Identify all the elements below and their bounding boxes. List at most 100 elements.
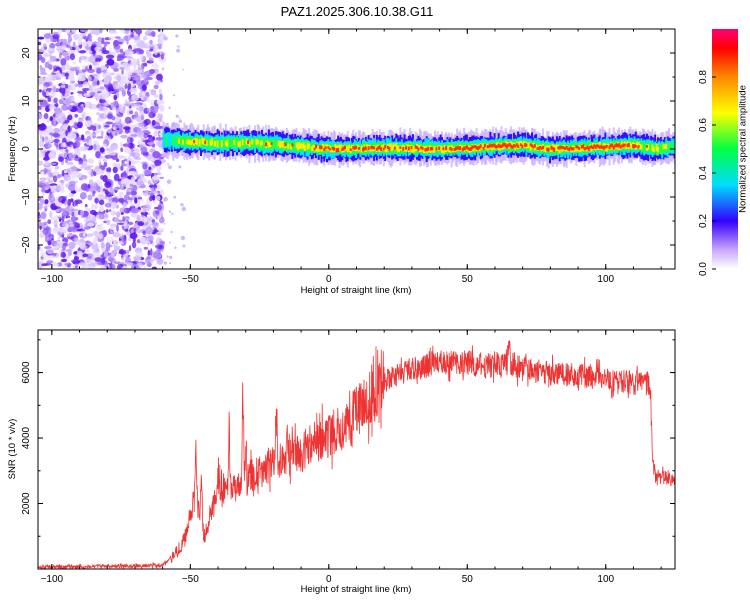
noise-speckle	[94, 257, 103, 262]
noise-speckle	[120, 163, 128, 167]
colorbar: 0.0 0.2 0.4 0.6 0.8 Normalized spectral ampl…	[698, 29, 749, 276]
signal-ridge-cell	[305, 142, 308, 152]
signal-ridge-cell	[482, 143, 485, 150]
signal-ridge-cell	[249, 139, 252, 149]
noise-speckle	[140, 146, 148, 153]
signal-ridge-cell	[398, 146, 400, 152]
signal-ridge-cell	[321, 143, 324, 151]
noise-speckle	[159, 176, 165, 180]
signal-ridge-cell	[280, 141, 283, 147]
noise-speckle	[100, 130, 104, 138]
noise-speckle	[135, 77, 140, 80]
noise-speckle	[106, 58, 115, 66]
y-tick-label: 0	[21, 146, 32, 152]
noise-speckle	[129, 51, 134, 55]
noise-speckle	[121, 69, 124, 75]
noise-speckle	[70, 92, 74, 95]
signal-ridge-cell	[310, 146, 313, 152]
signal-ridge-layer	[162, 121, 675, 169]
noise-speckle	[125, 99, 128, 105]
signal-ridge-cell	[429, 147, 432, 151]
signal-ridge-cell	[238, 140, 241, 148]
noise-speckle	[115, 116, 120, 123]
noise-speckle	[38, 218, 42, 222]
noise-speckle	[88, 84, 93, 89]
noise-speckle	[104, 154, 113, 159]
noise-speckle	[116, 224, 119, 232]
noise-speckle	[86, 41, 93, 44]
signal-ridge-cell	[267, 142, 270, 148]
noise-speckle	[109, 223, 119, 228]
noise-speckle	[62, 123, 69, 130]
noise-speckle	[51, 217, 54, 221]
signal-ridge-cell	[461, 147, 464, 152]
signal-ridge-cell	[229, 140, 232, 148]
noise-speckle	[103, 217, 107, 222]
signal-ridge-cell	[621, 141, 623, 148]
noise-speckle	[141, 72, 148, 78]
signal-ridge-cell	[411, 146, 414, 153]
noise-speckle	[129, 61, 135, 67]
signal-ridge-cell	[670, 142, 673, 151]
noise-speckle	[123, 75, 132, 81]
noise-speckle	[59, 45, 67, 50]
signal-ridge-cell	[661, 143, 664, 155]
noise-speckle	[142, 84, 147, 91]
signal-ridge-cell	[654, 143, 657, 152]
noise-speckle	[143, 246, 149, 250]
noise-speckle	[76, 105, 84, 113]
noise-speckle	[54, 224, 58, 228]
spectrogram-y-ticks: −20 −10 0 10 20	[21, 28, 675, 270]
colorbar-label: Normalized spectral amplitude	[738, 85, 749, 213]
noise-speckle	[44, 81, 53, 87]
signal-ridge-cell	[364, 146, 367, 151]
noise-speckle	[131, 94, 140, 101]
noise-speckle	[166, 179, 172, 184]
noise-speckle	[132, 87, 138, 94]
noise-speckle	[150, 248, 153, 256]
noise-speckle	[132, 237, 136, 243]
noise-speckle	[178, 117, 181, 119]
signal-ridge-cell	[234, 137, 237, 149]
noise-speckle	[113, 245, 121, 251]
noise-speckle	[50, 162, 57, 165]
signal-ridge-cell	[641, 142, 644, 152]
signal-ridge-cell	[474, 145, 477, 149]
noise-speckle	[40, 211, 47, 220]
noise-speckle	[142, 230, 146, 235]
noise-speckle	[98, 105, 103, 112]
noise-speckle	[133, 147, 139, 151]
noise-speckle	[66, 106, 73, 111]
signal-ridge-cell	[302, 142, 305, 150]
signal-ridge-cell	[165, 134, 168, 146]
noise-speckle	[83, 154, 86, 159]
signal-ridge-cell	[531, 144, 533, 148]
signal-ridge-cell	[504, 143, 507, 148]
signal-ridge-cell	[435, 147, 438, 151]
signal-ridge-cell	[281, 140, 284, 148]
noise-speckle	[99, 124, 104, 131]
signal-ridge-cell	[245, 138, 248, 145]
noise-speckle	[168, 165, 172, 170]
noise-speckle	[151, 221, 159, 227]
noise-speckle	[156, 73, 163, 81]
noise-speckle	[124, 228, 129, 232]
noise-speckle	[65, 62, 70, 70]
signal-ridge-cell	[668, 143, 671, 153]
noise-speckle	[49, 42, 56, 50]
noise-speckle	[142, 190, 151, 197]
noise-speckle	[129, 232, 138, 239]
signal-ridge-cell	[453, 148, 456, 152]
signal-ridge-cell	[634, 145, 637, 148]
signal-ridge-cell	[331, 147, 334, 150]
signal-ridge-cell	[211, 138, 214, 145]
signal-ridge-cell	[445, 146, 448, 151]
noise-speckle	[38, 261, 44, 269]
signal-ridge-cell	[356, 144, 359, 151]
signal-ridge-cell	[591, 146, 594, 150]
noise-speckle	[132, 35, 141, 41]
noise-speckle	[102, 143, 108, 148]
noise-speckle	[134, 174, 143, 178]
signal-ridge-cell	[274, 139, 277, 148]
signal-ridge-cell	[308, 143, 310, 149]
